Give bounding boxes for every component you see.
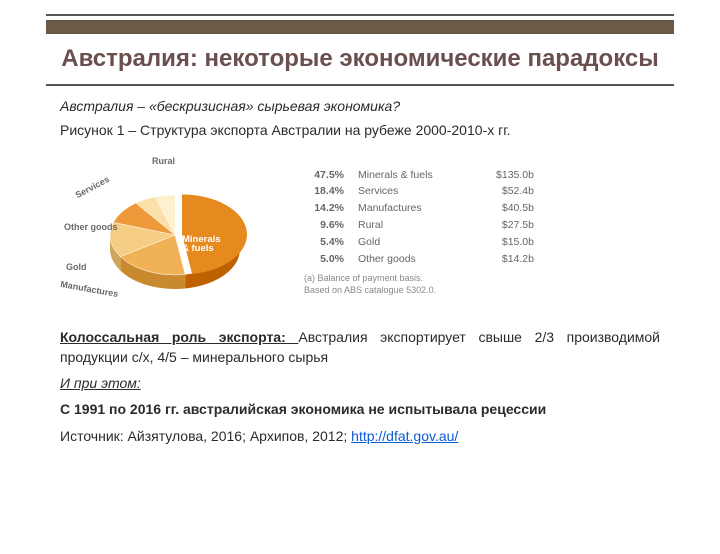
legend-row: 14.2% Manufactures $40.5b <box>304 200 534 217</box>
legend-val: $52.4b <box>482 183 534 200</box>
legend-val: $15.0b <box>482 234 534 251</box>
legend-name: Services <box>358 183 468 200</box>
pie-label-minerals: Minerals& fuels <box>182 235 221 254</box>
title-underline <box>46 84 674 86</box>
legend-val: $14.2b <box>482 251 534 268</box>
legend-row: 5.0% Other goods $14.2b <box>304 251 534 268</box>
figure-caption: Рисунок 1 – Структура экспорта Австралии… <box>60 120 660 140</box>
source-text: Источник: Айзятулова, 2016; Архипов, 201… <box>60 428 351 444</box>
legend-pct: 47.5% <box>304 167 344 184</box>
legend-pct: 18.4% <box>304 183 344 200</box>
legend-row: 5.4% Gold $15.0b <box>304 234 534 251</box>
pie-label-other: Other goods <box>64 223 118 232</box>
brown-bar <box>46 20 674 34</box>
source-link[interactable]: http://dfat.gov.au/ <box>351 428 458 444</box>
legend-table: 47.5% Minerals & fuels $135.0b 18.4% Service… <box>304 167 534 297</box>
top-rule <box>46 14 674 16</box>
legend-name: Rural <box>358 217 468 234</box>
pie-chart: Minerals& fuels Services Manufactures Ru… <box>60 157 270 307</box>
legend-name: Other goods <box>358 251 468 268</box>
legend-footnote-b: Based on ABS catalogue 5302.0. <box>304 285 534 297</box>
legend-footnote-a: (a) Balance of payment basis. <box>304 273 534 285</box>
export-role-paragraph: Колоссальная роль экспорта: Австралия эк… <box>60 327 660 368</box>
pie-label-rural: Rural <box>152 157 175 166</box>
no-recession-claim: С 1991 по 2016 гг. австралийская экономи… <box>60 399 660 419</box>
legend-row: 18.4% Services $52.4b <box>304 183 534 200</box>
legend-pct: 5.0% <box>304 251 344 268</box>
export-figure: Minerals& fuels Services Manufactures Ru… <box>60 157 660 307</box>
legend-row: 9.6% Rural $27.5b <box>304 217 534 234</box>
legend-pct: 5.4% <box>304 234 344 251</box>
meanwhile-label: И при этом: <box>60 373 660 393</box>
legend-val: $27.5b <box>482 217 534 234</box>
source-line: Источник: Айзятулова, 2016; Архипов, 201… <box>60 426 660 446</box>
page-title: Австралия: некоторые экономические парад… <box>46 44 674 74</box>
body-paragraphs: Колоссальная роль экспорта: Австралия эк… <box>60 327 660 446</box>
export-role-lead: Колоссальная роль экспорта: <box>60 329 298 345</box>
legend-pct: 9.6% <box>304 217 344 234</box>
legend-val: $135.0b <box>482 167 534 184</box>
legend-pct: 14.2% <box>304 200 344 217</box>
legend-name: Gold <box>358 234 468 251</box>
legend-row: 47.5% Minerals & fuels $135.0b <box>304 167 534 184</box>
legend-val: $40.5b <box>482 200 534 217</box>
legend-name: Minerals & fuels <box>358 167 468 184</box>
intro-question: Австралия – «бескризисная» сырьевая экон… <box>60 96 660 116</box>
intro-block: Австралия – «бескризисная» сырьевая экон… <box>60 96 660 141</box>
pie-label-gold: Gold <box>66 263 87 272</box>
legend-name: Manufactures <box>358 200 468 217</box>
